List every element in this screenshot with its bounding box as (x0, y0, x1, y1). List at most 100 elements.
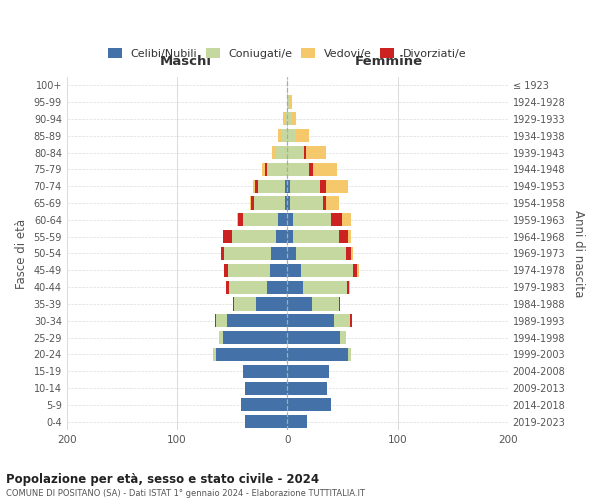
Bar (243, 364, 287, 378)
Bar (343, 214, 351, 226)
Bar (287, 382, 327, 394)
Bar (287, 247, 296, 260)
Bar (228, 264, 269, 277)
Bar (331, 214, 343, 226)
Bar (313, 163, 337, 176)
Bar (278, 129, 282, 142)
Bar (262, 163, 265, 176)
Bar (293, 230, 339, 243)
Legend: Celibi/Nubili, Coniugati/e, Vedovi/e, Divorziati/e: Celibi/Nubili, Coniugati/e, Vedovi/e, Di… (104, 44, 470, 63)
Bar (351, 247, 353, 260)
Bar (215, 348, 287, 361)
Bar (348, 348, 351, 361)
Bar (287, 264, 301, 277)
Bar (253, 180, 256, 192)
Bar (229, 280, 268, 293)
Bar (271, 247, 287, 260)
Bar (357, 264, 359, 277)
Bar (290, 196, 323, 209)
Bar (287, 180, 290, 192)
Bar (326, 196, 339, 209)
Bar (303, 280, 347, 293)
Bar (243, 214, 278, 226)
Bar (346, 247, 351, 260)
Bar (306, 146, 326, 159)
Bar (224, 247, 271, 260)
Bar (287, 112, 290, 126)
Bar (223, 331, 287, 344)
Bar (287, 331, 340, 344)
Bar (287, 163, 310, 176)
Bar (287, 280, 303, 293)
Bar (214, 348, 215, 361)
Y-axis label: Anni di nascita: Anni di nascita (572, 210, 585, 297)
Bar (296, 247, 346, 260)
Bar (268, 163, 287, 176)
Bar (238, 214, 243, 226)
Bar (256, 180, 257, 192)
Text: Maschi: Maschi (160, 55, 212, 68)
Bar (224, 264, 228, 277)
Bar (287, 214, 293, 226)
Text: COMUNE DI POSITANO (SA) - Dati ISTAT 1° gennaio 2024 - Elaborazione TUTTITALIA.I: COMUNE DI POSITANO (SA) - Dati ISTAT 1° … (6, 489, 365, 498)
Bar (293, 214, 331, 226)
Bar (241, 398, 287, 411)
Text: Femmine: Femmine (355, 55, 423, 68)
Bar (276, 230, 287, 243)
Bar (276, 146, 287, 159)
Bar (347, 280, 349, 293)
Bar (348, 230, 351, 243)
Bar (219, 331, 223, 344)
Bar (323, 196, 326, 209)
Bar (287, 398, 331, 411)
Bar (236, 214, 238, 226)
Bar (340, 331, 346, 344)
Bar (320, 180, 326, 192)
Bar (287, 129, 296, 142)
Bar (287, 196, 290, 209)
Bar (232, 230, 276, 243)
Bar (256, 298, 287, 310)
Bar (311, 298, 339, 310)
Bar (304, 146, 306, 159)
Bar (287, 314, 334, 328)
Bar (235, 298, 256, 310)
Bar (287, 348, 348, 361)
Bar (272, 146, 276, 159)
Bar (339, 230, 348, 243)
Bar (215, 314, 227, 328)
Bar (223, 230, 232, 243)
Bar (349, 280, 350, 293)
Bar (245, 382, 287, 394)
Bar (301, 264, 353, 277)
Bar (254, 196, 285, 209)
Bar (233, 298, 235, 310)
Bar (268, 280, 287, 293)
Y-axis label: Fasce di età: Fasce di età (15, 218, 28, 288)
Bar (278, 214, 287, 226)
Bar (285, 112, 287, 126)
Bar (334, 314, 350, 328)
Bar (290, 180, 320, 192)
Bar (251, 196, 254, 209)
Bar (257, 180, 285, 192)
Bar (353, 264, 357, 277)
Bar (221, 247, 224, 260)
Bar (296, 129, 310, 142)
Bar (226, 280, 229, 293)
Bar (287, 146, 304, 159)
Bar (326, 180, 348, 192)
Bar (350, 314, 352, 328)
Bar (290, 96, 292, 108)
Bar (250, 196, 251, 209)
Text: Popolazione per età, sesso e stato civile - 2024: Popolazione per età, sesso e stato civil… (6, 472, 319, 486)
Bar (287, 298, 311, 310)
Bar (287, 230, 293, 243)
Bar (285, 180, 287, 192)
Bar (265, 163, 268, 176)
Bar (283, 112, 285, 126)
Bar (339, 298, 340, 310)
Bar (285, 196, 287, 209)
Bar (245, 415, 287, 428)
Bar (227, 314, 287, 328)
